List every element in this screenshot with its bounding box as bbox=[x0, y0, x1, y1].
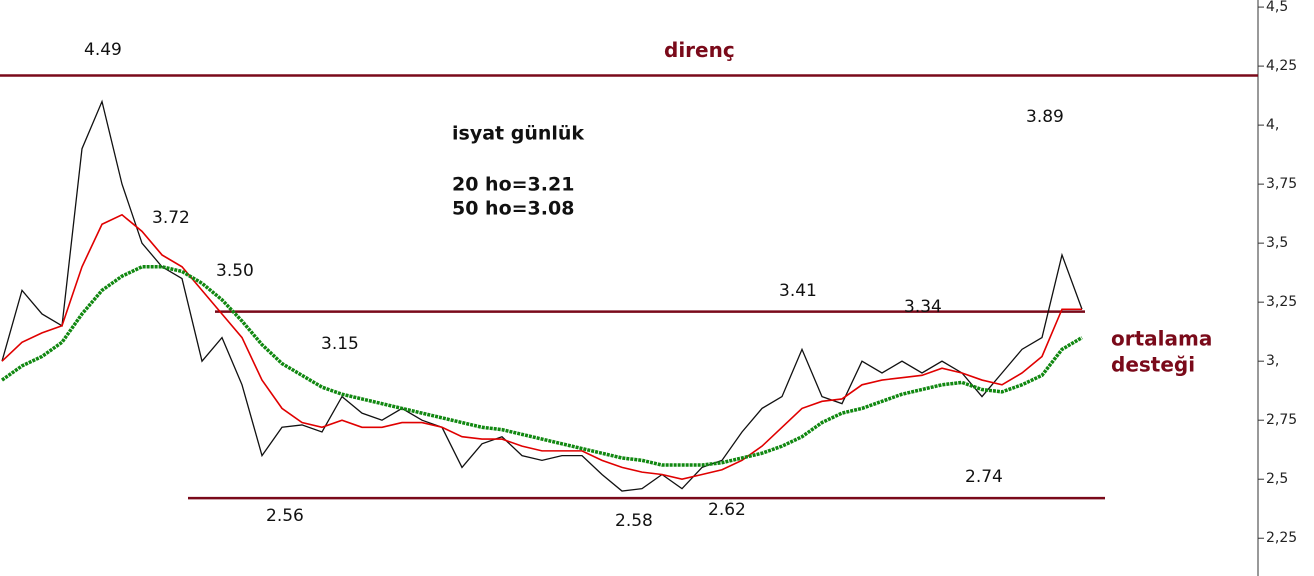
y-tick-label: 4, bbox=[1266, 117, 1279, 133]
y-tick-label: 2,75 bbox=[1266, 412, 1297, 428]
y-tick-label: 3,75 bbox=[1266, 176, 1297, 192]
series-line bbox=[0, 265, 1083, 467]
chart-title: isyat günlük bbox=[452, 123, 584, 145]
price-label: 3.41 bbox=[779, 281, 817, 301]
y-tick-label: 4,25 bbox=[1266, 58, 1297, 74]
price-label: 2.56 bbox=[266, 506, 304, 526]
y-tick-label: 3,5 bbox=[1266, 235, 1288, 251]
support-label: ortalama bbox=[1111, 327, 1212, 351]
price-label: 3.15 bbox=[321, 334, 359, 354]
y-tick-label: 2,5 bbox=[1266, 471, 1288, 487]
level-label: direnç bbox=[664, 38, 735, 62]
y-tick-label: 3,25 bbox=[1266, 294, 1297, 310]
price-label: 3.50 bbox=[216, 261, 254, 281]
note: 20 ho=3.21 bbox=[452, 174, 574, 196]
price-label: 3.89 bbox=[1026, 107, 1064, 127]
series-line bbox=[1, 99, 1083, 492]
price-label: 2.74 bbox=[965, 467, 1003, 487]
price-label: 3.72 bbox=[152, 208, 190, 228]
price-label: 2.58 bbox=[615, 511, 653, 531]
y-tick-label: 2,25 bbox=[1266, 530, 1297, 546]
note: 50 ho=3.08 bbox=[452, 198, 574, 220]
series-line bbox=[1, 213, 1082, 481]
support-label: desteği bbox=[1111, 353, 1195, 377]
y-tick-label: 3, bbox=[1266, 353, 1279, 369]
price-label: 2.62 bbox=[708, 500, 746, 520]
price-label: 3.34 bbox=[904, 297, 942, 317]
y-tick-label: 4,5 bbox=[1266, 0, 1288, 15]
price-label: 4.49 bbox=[84, 40, 122, 60]
